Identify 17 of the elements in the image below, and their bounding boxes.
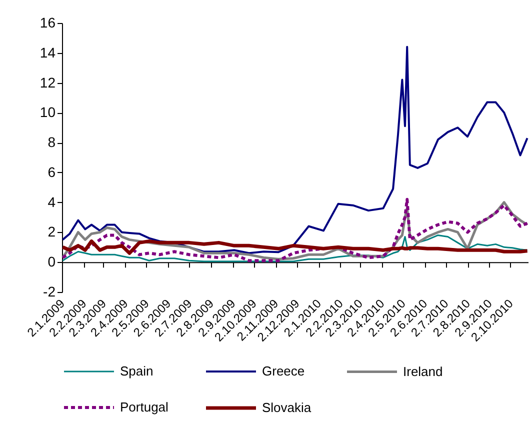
y-tick-label: 6 <box>48 164 56 180</box>
legend-label: Slovakia <box>262 400 312 415</box>
y-tick-label: 10 <box>40 104 56 120</box>
y-tick-label: 0 <box>48 254 56 270</box>
y-tick-label: 14 <box>40 44 56 60</box>
y-tick-label: 2 <box>48 224 56 240</box>
y-tick-label: 16 <box>40 14 56 30</box>
y-tick-label: 4 <box>48 194 56 210</box>
y-tick-label: 8 <box>48 134 56 150</box>
line-series <box>60 239 530 255</box>
legend-label: Spain <box>120 364 154 378</box>
legend-label: Portugal <box>120 400 169 414</box>
legend-label: Ireland <box>403 364 443 379</box>
y-tick-label: 12 <box>40 74 56 90</box>
line-series <box>62 46 528 254</box>
legend-label: Greece <box>262 364 305 378</box>
y-tick-label: -2 <box>43 284 56 300</box>
